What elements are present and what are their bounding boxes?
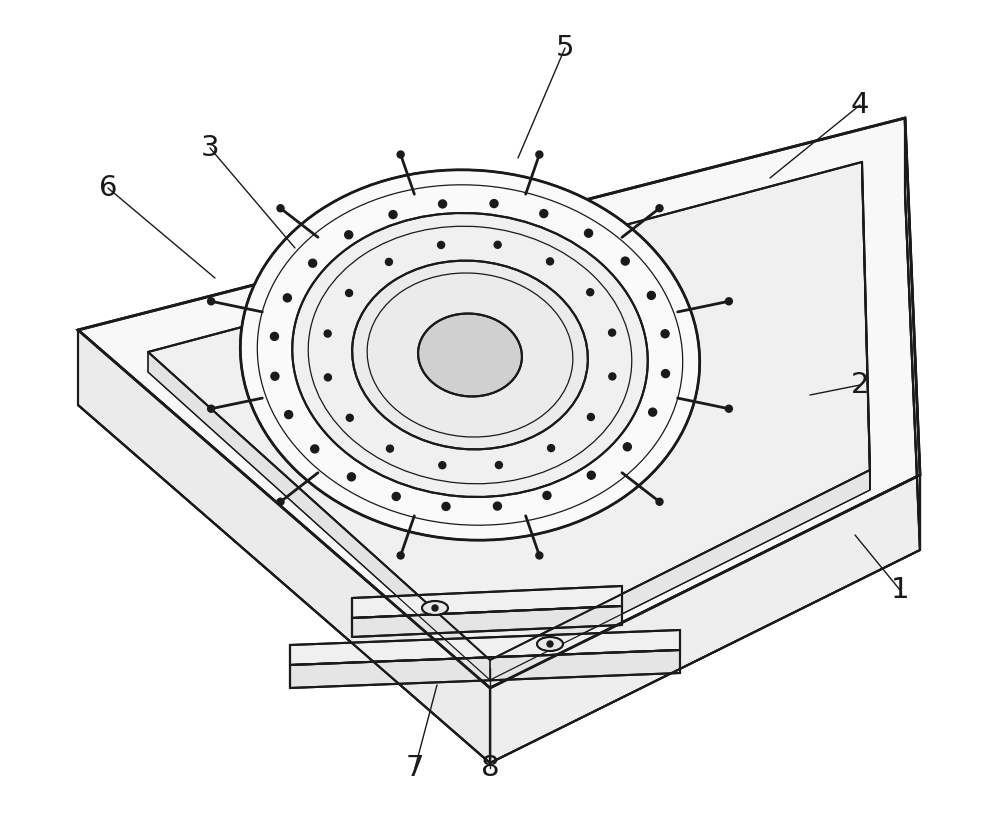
Circle shape bbox=[442, 503, 450, 510]
Circle shape bbox=[270, 333, 278, 340]
Circle shape bbox=[208, 405, 215, 412]
Circle shape bbox=[309, 260, 317, 267]
Circle shape bbox=[585, 229, 593, 237]
Polygon shape bbox=[78, 118, 920, 688]
Ellipse shape bbox=[292, 213, 648, 497]
Circle shape bbox=[346, 290, 353, 296]
Polygon shape bbox=[148, 162, 870, 660]
Text: 6: 6 bbox=[99, 174, 117, 202]
Circle shape bbox=[587, 289, 594, 295]
Text: 3: 3 bbox=[201, 134, 219, 162]
Polygon shape bbox=[905, 118, 920, 550]
Circle shape bbox=[271, 372, 279, 380]
Polygon shape bbox=[352, 586, 622, 618]
Circle shape bbox=[439, 200, 447, 208]
Circle shape bbox=[548, 444, 555, 452]
Text: 1: 1 bbox=[891, 576, 909, 604]
Circle shape bbox=[725, 298, 732, 305]
Circle shape bbox=[587, 471, 595, 479]
Circle shape bbox=[547, 258, 554, 265]
Circle shape bbox=[609, 373, 616, 380]
Polygon shape bbox=[78, 330, 490, 763]
Circle shape bbox=[392, 493, 400, 501]
Circle shape bbox=[285, 411, 293, 418]
Polygon shape bbox=[490, 475, 920, 763]
Circle shape bbox=[621, 257, 629, 265]
Circle shape bbox=[386, 445, 393, 452]
Circle shape bbox=[661, 329, 669, 338]
Circle shape bbox=[283, 294, 291, 302]
Circle shape bbox=[536, 151, 543, 158]
Circle shape bbox=[587, 414, 594, 420]
Circle shape bbox=[649, 409, 657, 416]
Circle shape bbox=[547, 641, 553, 647]
Ellipse shape bbox=[422, 601, 448, 615]
Polygon shape bbox=[290, 650, 680, 688]
Ellipse shape bbox=[418, 314, 522, 397]
Circle shape bbox=[609, 329, 616, 336]
Circle shape bbox=[490, 200, 498, 207]
Circle shape bbox=[397, 552, 404, 559]
Text: 8: 8 bbox=[481, 754, 499, 782]
Polygon shape bbox=[148, 352, 490, 680]
Circle shape bbox=[494, 241, 501, 248]
Circle shape bbox=[656, 205, 663, 212]
Circle shape bbox=[397, 151, 404, 158]
Circle shape bbox=[347, 473, 355, 481]
Polygon shape bbox=[352, 606, 622, 637]
Circle shape bbox=[656, 498, 663, 505]
Circle shape bbox=[439, 462, 446, 468]
Circle shape bbox=[277, 498, 284, 505]
Text: 2: 2 bbox=[851, 371, 869, 399]
Circle shape bbox=[346, 414, 353, 421]
Text: 5: 5 bbox=[556, 34, 574, 62]
Circle shape bbox=[540, 210, 548, 217]
Circle shape bbox=[647, 291, 655, 300]
Ellipse shape bbox=[537, 637, 563, 651]
Circle shape bbox=[324, 374, 331, 381]
Circle shape bbox=[493, 502, 501, 510]
Circle shape bbox=[662, 369, 670, 378]
Circle shape bbox=[385, 259, 392, 265]
Polygon shape bbox=[862, 162, 870, 490]
Text: 4: 4 bbox=[851, 91, 869, 119]
Circle shape bbox=[543, 492, 551, 499]
Circle shape bbox=[536, 552, 543, 559]
Circle shape bbox=[208, 298, 215, 305]
Circle shape bbox=[324, 330, 331, 337]
Circle shape bbox=[623, 443, 631, 451]
Ellipse shape bbox=[352, 260, 588, 449]
Ellipse shape bbox=[240, 170, 700, 540]
Circle shape bbox=[311, 445, 319, 453]
Text: 7: 7 bbox=[406, 754, 424, 782]
Circle shape bbox=[495, 462, 502, 468]
Circle shape bbox=[345, 230, 353, 239]
Polygon shape bbox=[490, 470, 870, 680]
Circle shape bbox=[438, 241, 445, 249]
Polygon shape bbox=[290, 630, 680, 665]
Circle shape bbox=[389, 210, 397, 219]
Circle shape bbox=[725, 405, 732, 412]
Circle shape bbox=[432, 605, 438, 611]
Circle shape bbox=[277, 205, 284, 212]
